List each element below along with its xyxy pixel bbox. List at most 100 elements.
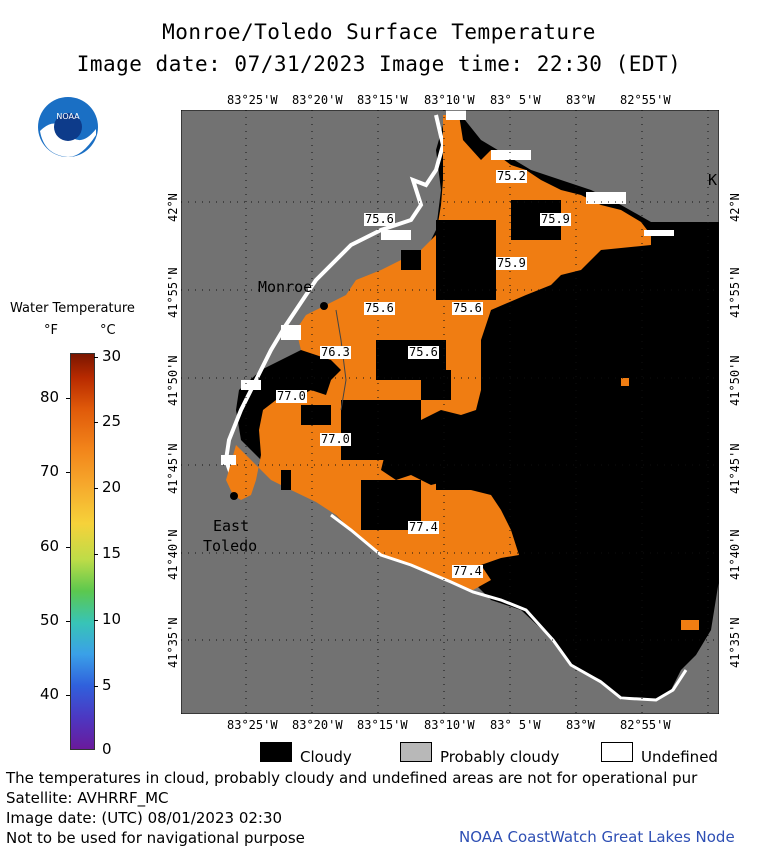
f-tick-mark <box>66 547 70 548</box>
map-title: Monroe/Toledo Surface Temperature <box>162 20 596 44</box>
key-swatch-cloudy <box>260 742 292 762</box>
lon-tick-top: 83°15'W <box>357 93 408 107</box>
temp-label: 77.4 <box>408 520 439 534</box>
c-tick-mark <box>94 357 98 358</box>
temp-label: 75.6 <box>408 345 439 359</box>
undefined-patch <box>491 150 531 160</box>
lat-tick-right: 41°55'N <box>728 267 742 318</box>
temp-label: 75.9 <box>540 212 571 226</box>
noaa-logo: NOAA <box>38 97 98 157</box>
undefined-patch <box>281 325 301 340</box>
temp-label: 75.6 <box>364 212 395 226</box>
c-tick-label: 20 <box>102 478 122 496</box>
f-tick-label: 60 <box>40 537 60 555</box>
f-tick-label: 50 <box>40 611 60 629</box>
lon-tick-bottom: 83°20'W <box>292 718 343 732</box>
undefined-patch <box>381 230 411 240</box>
lat-tick-left: 41°45'N <box>166 443 180 494</box>
footer-credit: NOAA CoastWatch Great Lakes Node <box>459 828 735 846</box>
temp-label: 75.6 <box>452 301 483 315</box>
undefined-shore <box>223 114 446 481</box>
monroe-marker <box>320 302 328 310</box>
c-tick-mark <box>94 422 98 423</box>
place-k: K <box>708 171 718 189</box>
c-tick-label: 25 <box>102 412 122 430</box>
lat-tick-right: 41°40'N <box>728 529 742 580</box>
cloud-region <box>236 115 719 700</box>
c-tick-label: 5 <box>102 676 112 694</box>
lat-tick-right: 42°N <box>728 193 742 222</box>
f-tick-label: 70 <box>40 462 60 480</box>
temperature-map <box>181 110 719 714</box>
undefined-patch <box>644 230 674 236</box>
c-tick-mark <box>94 488 98 489</box>
logo-text: NOAA <box>56 112 80 121</box>
c-tick-label: 30 <box>102 347 122 365</box>
key-swatch-probably-cloudy <box>400 742 432 762</box>
undefined-patch <box>446 110 466 120</box>
cloud-patch <box>301 405 331 425</box>
key-swatch-undefined <box>601 742 633 762</box>
c-tick-label: 15 <box>102 544 122 562</box>
cloud-patch <box>281 470 291 490</box>
lon-tick-top: 83°10'W <box>424 93 475 107</box>
c-tick-label: 0 <box>102 740 112 758</box>
cloud-patch <box>436 220 496 300</box>
temp-label: 75.9 <box>496 256 527 270</box>
unit-fahrenheit: °F <box>44 323 58 338</box>
cloud-patch <box>436 460 496 490</box>
lat-tick-right: 41°45'N <box>728 443 742 494</box>
legend-title: Water Temperature <box>10 301 135 316</box>
east-toledo-marker <box>230 492 238 500</box>
f-tick-mark <box>66 621 70 622</box>
temp-label: 77.0 <box>276 389 307 403</box>
cloud-patch <box>421 370 451 400</box>
lon-tick-top: 83°25'W <box>227 93 278 107</box>
footer-satellite: Satellite: AVHRRF_MC <box>6 789 169 807</box>
key-label-cloudy: Cloudy <box>300 748 352 766</box>
lat-tick-right: 41°50'N <box>728 355 742 406</box>
undefined-shore-south <box>330 513 688 702</box>
lon-tick-top: 82°55'W <box>620 93 671 107</box>
lat-tick-left: 41°55'N <box>166 267 180 318</box>
footer-disclaimer: The temperatures in cloud, probably clou… <box>6 769 698 787</box>
key-label-undefined: Undefined <box>641 748 718 766</box>
lon-tick-top: 83° 5'W <box>490 93 541 107</box>
lat-tick-right: 41°35'N <box>728 617 742 668</box>
lon-tick-top: 83°W <box>566 93 595 107</box>
lon-tick-top: 83°20'W <box>292 93 343 107</box>
place-monroe: Monroe <box>258 278 313 296</box>
lat-tick-left: 41°40'N <box>166 529 180 580</box>
f-tick-label: 40 <box>40 685 60 703</box>
c-tick-mark <box>94 554 98 555</box>
c-tick-mark <box>94 620 98 621</box>
c-tick-mark <box>94 686 98 687</box>
f-tick-mark <box>66 695 70 696</box>
lon-tick-bottom: 83°10'W <box>424 718 475 732</box>
lat-tick-left: 41°35'N <box>166 617 180 668</box>
unit-celsius: °C <box>100 323 116 338</box>
cloud-patch <box>341 400 421 460</box>
temperature-colorbar <box>70 353 95 750</box>
cloud-patch <box>401 250 421 270</box>
lon-tick-bottom: 83°25'W <box>227 718 278 732</box>
temp-label: 75.2 <box>496 169 527 183</box>
lat-tick-left: 42°N <box>166 193 180 222</box>
temp-label: 75.6 <box>364 301 395 315</box>
undefined-patch <box>221 455 236 465</box>
water-pixel <box>621 378 629 386</box>
image-date-time: Image date: 07/31/2023 Image time: 22:30… <box>76 52 682 76</box>
temp-label: 77.4 <box>452 564 483 578</box>
graticule-lines <box>181 110 719 714</box>
place-east-toledo: Toledo <box>203 537 258 555</box>
place-east-toledo: East <box>213 517 250 535</box>
footer-utc-date: Image date: (UTC) 08/01/2023 02:30 <box>6 809 283 827</box>
footer-navigation-note: Not to be used for navigational purpose <box>6 829 305 847</box>
river <box>335 309 347 411</box>
f-tick-label: 80 <box>40 388 60 406</box>
f-tick-mark <box>66 398 70 399</box>
lon-tick-bottom: 83°15'W <box>357 718 408 732</box>
undefined-patch <box>241 380 261 390</box>
lon-tick-bottom: 83° 5'W <box>490 718 541 732</box>
temp-label: 77.0 <box>320 432 351 446</box>
